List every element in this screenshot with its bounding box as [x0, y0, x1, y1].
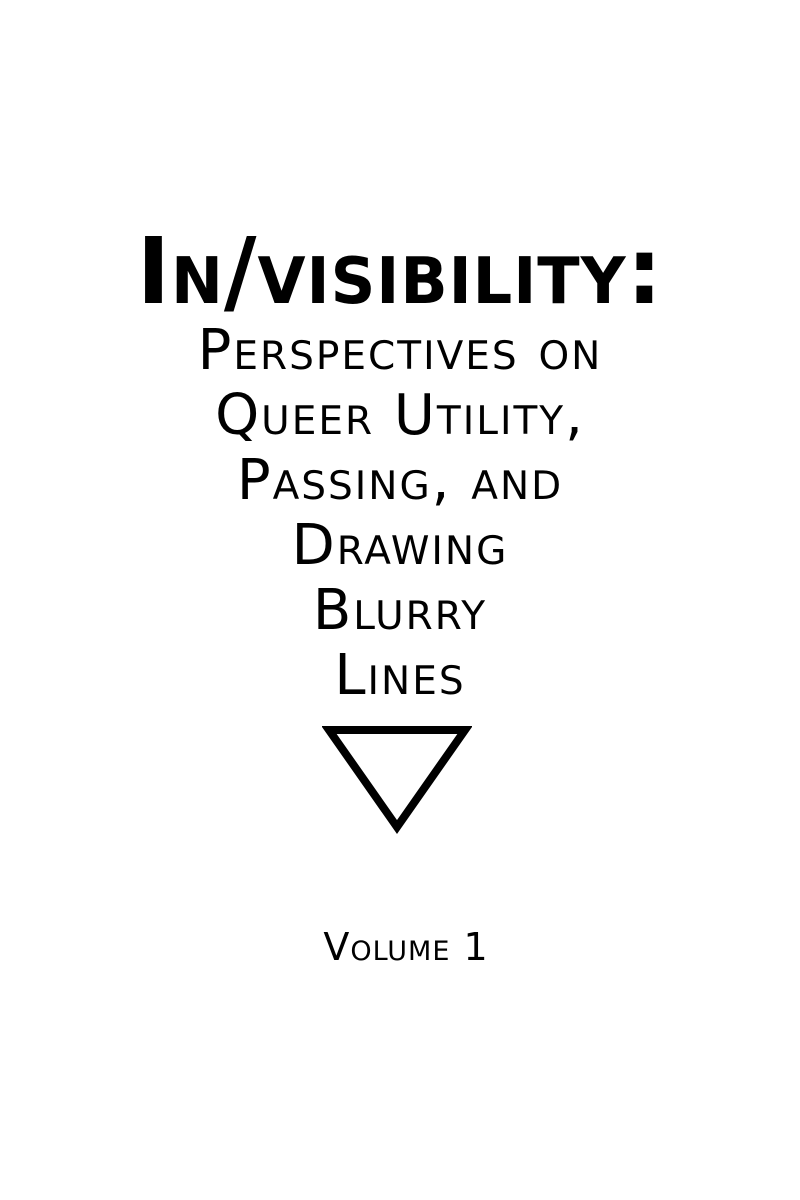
subtitle-line: Passing, and [236, 448, 564, 513]
inverted-triangle-icon [322, 726, 472, 834]
subtitle-line: Drawing [291, 513, 509, 578]
subtitle-line: Perspectives on [197, 318, 603, 383]
subtitle-line: Queer Utility, [215, 383, 585, 448]
cover-subtitle: Perspectives on Queer Utility, Passing, … [0, 318, 800, 708]
volume-label: Volume 1 [323, 925, 489, 969]
cover-title: In/visibility: [136, 218, 664, 325]
subtitle-line: Lines [334, 643, 466, 708]
subtitle-line: Blurry [312, 578, 488, 643]
